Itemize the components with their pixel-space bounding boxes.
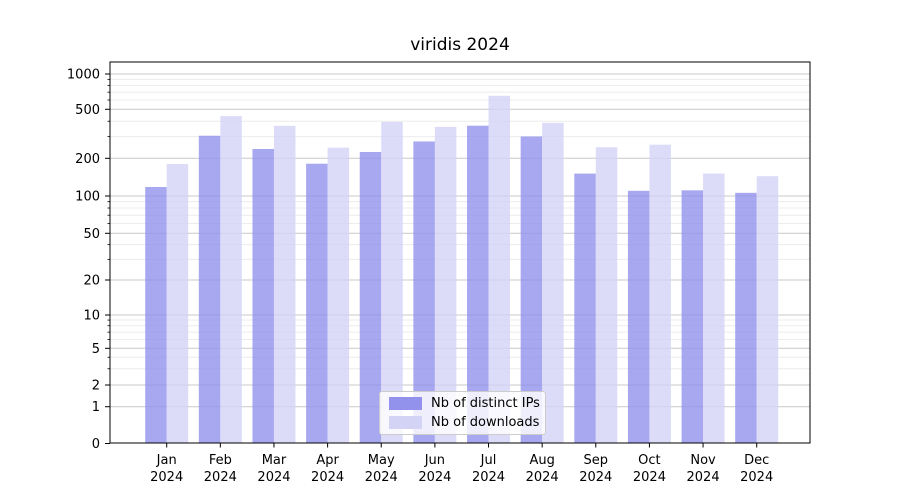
bar-downloads-may (381, 121, 403, 443)
x-tick-label-year: 2024 (311, 470, 344, 485)
plot-frame (109, 61, 811, 444)
y-tick-label: 500 (75, 103, 100, 118)
bar-distinct-ips-dec (735, 192, 757, 443)
bar-distinct-ips-aug (520, 136, 543, 443)
y-tick-label: 200 (75, 152, 100, 167)
x-tick-label-year: 2024 (579, 470, 612, 485)
bar-downloads-mar (273, 125, 296, 443)
x-tick-label-year: 2024 (740, 470, 773, 485)
legend-label-distinct-ips: Nb of distinct IPs (431, 396, 540, 412)
x-tick-label-month: Oct (638, 453, 660, 468)
bar-distinct-ips-mar (252, 148, 274, 443)
bar-distinct-ips-oct (627, 190, 650, 443)
bar-downloads-feb (220, 116, 242, 443)
x-tick-label-year: 2024 (526, 470, 559, 485)
y-tick-label: 1000 (67, 68, 100, 83)
bar-downloads-jun (434, 126, 457, 443)
y-tick-label: 0 (92, 437, 100, 452)
bar-distinct-ips-apr (306, 163, 328, 443)
x-tick-label-year: 2024 (472, 470, 505, 485)
bar-distinct-ips-feb (198, 135, 221, 444)
x-tick-label-year: 2024 (687, 470, 720, 485)
x-tick-label-year: 2024 (633, 470, 666, 485)
x-tick-label-year: 2024 (257, 470, 290, 485)
y-tick-label: 20 (83, 274, 100, 289)
bar-downloads-apr (327, 147, 350, 444)
x-tick-label-year: 2024 (418, 470, 451, 485)
bar-downloads-jul (488, 95, 511, 444)
legend-swatch-distinct-ips (389, 397, 422, 411)
x-tick-label-month: Nov (690, 453, 716, 468)
x-tick-label-month: Dec (744, 453, 769, 468)
bar-distinct-ips-jul (467, 125, 489, 443)
y-tick-label: 50 (83, 227, 100, 242)
x-tick-label-month: May (368, 453, 395, 468)
x-tick-label-month: Feb (209, 453, 232, 468)
bar-distinct-ips-may (359, 152, 382, 443)
bar-downloads-aug (542, 122, 564, 443)
bar-distinct-ips-sep (574, 173, 596, 444)
y-tick-label: 2 (92, 379, 100, 394)
y-tick-label: 1 (92, 400, 100, 415)
legend-label-downloads: Nb of downloads (431, 414, 540, 430)
x-tick-label-year: 2024 (150, 470, 183, 485)
x-tick-label-month: Sep (584, 453, 609, 468)
legend-swatch-downloads (389, 415, 422, 429)
y-tick-label: 10 (83, 309, 100, 324)
bar-downloads-sep (595, 147, 618, 443)
y-axis: 0 1 2 5 10 20 50 100 200 500 1000 (67, 68, 110, 452)
legend: Nb of distinct IPs Nb of downloads (379, 391, 546, 435)
bar-downloads-oct (649, 144, 671, 444)
legend-item-downloads: Nb of downloads (389, 414, 545, 430)
y-tick-label: 5 (92, 342, 100, 357)
chart-title: viridis 2024 (410, 35, 510, 55)
x-tick-label-month: Jun (424, 453, 445, 468)
bar-downloads-dec (756, 176, 779, 443)
x-tick-label-year: 2024 (204, 470, 237, 485)
x-tick-label-month: Aug (529, 453, 554, 468)
bars (145, 95, 779, 444)
bar-distinct-ips-nov (681, 190, 704, 443)
y-tick-label: 100 (75, 190, 100, 205)
x-axis: Jan 2024 Feb 2024 Mar 2024 Apr 2024 May 2024 Jun 20… (150, 443, 773, 485)
bar-downloads-jan (166, 164, 189, 443)
bar-distinct-ips-jun (413, 141, 435, 443)
legend-item-distinct-ips: Nb of distinct IPs (389, 396, 545, 412)
x-tick-label-month: Jan (156, 453, 177, 468)
x-tick-label-month: Mar (262, 453, 287, 468)
x-tick-label-year: 2024 (365, 470, 398, 485)
x-tick-label-month: Jul (480, 453, 497, 468)
x-tick-label-month: Apr (316, 453, 339, 468)
bar-downloads-nov (703, 173, 725, 444)
bar-distinct-ips-jan (145, 186, 167, 443)
